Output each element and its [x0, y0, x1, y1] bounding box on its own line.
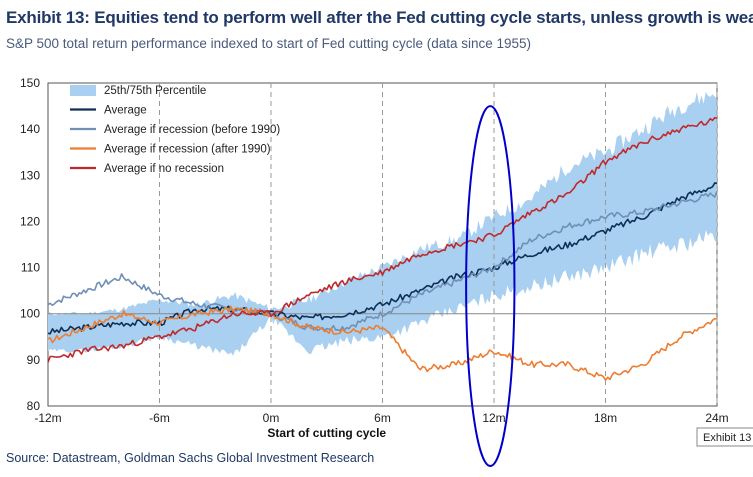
x-tick-label: -12m: [34, 411, 61, 425]
x-tick-label: 6m: [374, 411, 391, 425]
legend-label-series-1: Average: [104, 105, 147, 117]
series-line-3: [47, 305, 717, 381]
legend-label-series-3: Average if recession (after 1990): [104, 144, 271, 156]
y-tick-label: 140: [20, 122, 40, 136]
y-tick-label: 150: [20, 76, 40, 90]
y-tick-label: 90: [27, 353, 41, 367]
y-tick-label: 130: [20, 168, 40, 182]
x-axis-title: Start of cutting cycle: [267, 426, 386, 440]
x-tick-label: 24m: [705, 411, 728, 425]
y-tick-label: 120: [20, 214, 40, 228]
source-note: Source: Datastream, Goldman Sachs Global…: [6, 451, 375, 465]
series-line-2: [47, 190, 718, 332]
series-line-4: [47, 116, 718, 363]
legend-label-series-2: Average if recession (before 1990): [104, 124, 280, 136]
legend-label-band: 25th/75th Percentile: [104, 85, 206, 97]
chart-title: Exhibit 13: Equities tend to perform wel…: [6, 8, 753, 27]
y-tick-label: 100: [20, 307, 40, 321]
x-tick-label: 18m: [594, 411, 617, 425]
x-tick-label: 0m: [263, 411, 280, 425]
y-tick-label: 110: [21, 261, 40, 275]
x-tick-label: 12m: [482, 411, 505, 425]
x-tick-label: -6m: [149, 411, 170, 425]
exhibit-stamp-label: Exhibit 13: [703, 432, 751, 444]
y-tick-label: 80: [27, 399, 41, 413]
exhibit-stamp-box: [696, 427, 753, 447]
annotation-ellipse: [465, 105, 516, 467]
legend-label-series-4: Average if no recession: [104, 163, 224, 175]
chart-subtitle: S&P 500 total return performance indexed…: [6, 36, 532, 51]
legend-swatch-band: [70, 85, 96, 96]
series-line-1: [47, 182, 718, 335]
